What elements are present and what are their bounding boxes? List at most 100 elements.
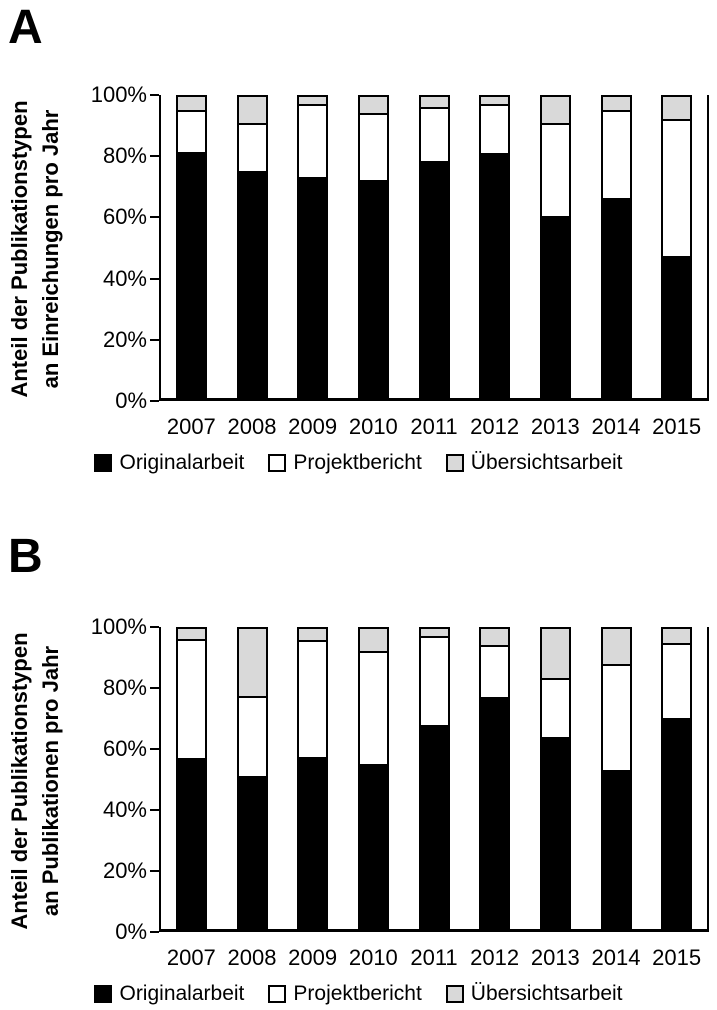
y-tick-mark-b-0: [150, 931, 159, 933]
y-tick-label-b-60: 60%: [102, 736, 147, 761]
bar-segment-a-2009-originalarbeit: [299, 179, 327, 396]
legend-item-originalarbeit: Originalarbeit: [94, 451, 244, 475]
x-tick-label-b-2013: 2013: [530, 945, 580, 970]
bar-segment-b-2007-originalarbeit: [177, 760, 205, 927]
y-tick-mark-b-60: [150, 748, 159, 750]
bar-segment-b-2012-projektbericht: [481, 646, 509, 700]
bar-segment-b-2012-uebersichtsarbeit: [481, 629, 509, 647]
bar-a-2008: [236, 95, 268, 398]
bar-segment-a-2007-projektbericht: [177, 111, 205, 154]
bar-a-2009: [297, 95, 329, 398]
y-tick-label-a-40: 40%: [102, 265, 147, 291]
bar-segment-a-2014-projektbericht: [602, 111, 630, 201]
x-tick-label-a-2012: 2012: [470, 414, 520, 439]
y-tick-label-a-0: 0%: [115, 388, 147, 413]
bar-segment-a-2012-uebersichtsarbeit: [481, 97, 509, 106]
y-tick-mark-a-40: [150, 277, 159, 280]
bar-segment-b-2011-projektbericht: [420, 637, 448, 728]
x-tick-label-a-2008: 2008: [227, 414, 277, 439]
bar-b-2009: [297, 627, 329, 929]
bar-segment-a-2010-projektbericht: [359, 114, 387, 183]
bar-segment-b-2014-projektbericht: [602, 666, 630, 773]
bar-segment-a-2009-projektbericht: [299, 105, 327, 180]
bar-a-2015: [661, 95, 693, 398]
y-tick-mark-b-20: [150, 870, 159, 872]
bar-b-2011: [418, 627, 450, 929]
panel-a: A Anteil der Publikationstypen an Einrei…: [4, 1, 709, 475]
bar-b-2008: [236, 627, 268, 929]
bar-segment-a-2013-uebersichtsarbeit: [541, 97, 569, 126]
legend-item-projektbericht: Projektbericht: [268, 982, 422, 1006]
y-tick-label-b-80: 80%: [102, 675, 147, 700]
legend-swatch-originalarbeit: [94, 985, 113, 1003]
y-axis-title-a-line2: an Einreichungen pro Jahr: [38, 109, 63, 389]
legend-item-originalarbeit: Originalarbeit: [94, 982, 244, 1006]
x-tick-label-b-2011: 2011: [410, 945, 458, 970]
y-tick-label-a-60: 60%: [102, 204, 147, 230]
bar-segment-a-2014-originalarbeit: [602, 200, 630, 396]
bar-segment-a-2007-originalarbeit: [177, 153, 205, 396]
bar-segment-b-2011-uebersichtsarbeit: [420, 629, 448, 638]
y-tick-label-b-40: 40%: [102, 797, 147, 822]
legend-label-projektbericht: Projektbericht: [293, 451, 422, 474]
bar-segment-b-2009-projektbericht: [299, 642, 327, 759]
y-tick-label-b-100: 100%: [90, 614, 147, 639]
bar-segment-a-2010-uebersichtsarbeit: [359, 97, 387, 115]
bar-a-2007: [175, 95, 207, 398]
bar-b-2013: [539, 627, 571, 929]
x-tick-label-a-2009: 2009: [288, 414, 338, 439]
legend-label-originalarbeit: Originalarbeit: [119, 982, 245, 1005]
bar-segment-a-2007-uebersichtsarbeit: [177, 97, 205, 112]
bar-a-2013: [539, 95, 571, 398]
bar-segment-b-2010-uebersichtsarbeit: [359, 629, 387, 653]
x-tick-label-b-2007: 2007: [166, 945, 216, 970]
bar-b-2015: [661, 627, 693, 929]
legend-label-uebersichtsarbeit: Übersichtsarbeit: [470, 982, 623, 1005]
y-tick-mark-a-20: [150, 338, 159, 341]
bar-segment-b-2010-projektbericht: [359, 652, 387, 767]
legend-label-projektbericht: Projektbericht: [293, 982, 422, 1005]
y-tick-mark-a-0: [150, 400, 159, 402]
bar-segment-b-2009-originalarbeit: [299, 758, 327, 927]
y-axis-title-a: Anteil der Publikationstypen an Einreich…: [4, 79, 68, 419]
legend-swatch-originalarbeit: [94, 454, 113, 472]
panel-label-a: A: [8, 1, 43, 54]
bar-segment-b-2013-uebersichtsarbeit: [541, 629, 569, 680]
bar-segment-b-2014-uebersichtsarbeit: [602, 629, 630, 667]
bar-segment-b-2013-originalarbeit: [541, 739, 569, 927]
bar-segment-a-2012-projektbericht: [481, 105, 509, 156]
bar-segment-b-2013-projektbericht: [541, 679, 569, 740]
bar-segment-a-2013-projektbericht: [541, 125, 569, 219]
x-tick-label-b-2010: 2010: [348, 945, 398, 970]
bar-segment-a-2008-uebersichtsarbeit: [238, 97, 266, 126]
legend-item-uebersichtsarbeit: Übersichtsarbeit: [445, 982, 623, 1006]
y-tick-label-b-20: 20%: [102, 858, 147, 883]
legend-swatch-uebersichtsarbeit: [445, 985, 464, 1003]
y-tick-mark-a-100: [150, 94, 159, 96]
bar-segment-b-2010-originalarbeit: [359, 766, 387, 927]
y-tick-label-b-0: 0%: [115, 919, 147, 944]
legend-swatch-projektbericht: [268, 454, 287, 472]
bar-a-2010: [357, 95, 389, 398]
bar-segment-a-2011-uebersichtsarbeit: [420, 97, 448, 109]
y-tick-label-a-20: 20%: [102, 326, 147, 352]
bar-segment-b-2014-originalarbeit: [602, 772, 630, 927]
bar-segment-a-2008-projektbericht: [238, 125, 266, 174]
legend-item-projektbericht: Projektbericht: [268, 451, 422, 475]
bar-segment-b-2015-projektbericht: [663, 645, 691, 720]
panel-label-b: B: [8, 530, 43, 583]
bar-segment-a-2011-originalarbeit: [420, 162, 448, 396]
y-tick-mark-b-40: [150, 809, 159, 811]
bar-segment-b-2015-uebersichtsarbeit: [663, 629, 691, 646]
x-tick-label-b-2008: 2008: [227, 945, 277, 970]
y-tick-label-a-100: 100%: [90, 82, 147, 107]
y-axis-title-b-line1: Anteil der Publikationstypen: [7, 632, 32, 930]
y-tick-mark-b-80: [150, 687, 159, 689]
x-tick-label-a-2015: 2015: [652, 414, 702, 439]
x-tick-label-a-2014: 2014: [591, 414, 641, 439]
bar-segment-b-2011-originalarbeit: [420, 727, 448, 927]
bar-segment-a-2008-originalarbeit: [238, 173, 266, 396]
bar-a-2011: [418, 95, 450, 398]
plot-area-a: [159, 95, 709, 401]
